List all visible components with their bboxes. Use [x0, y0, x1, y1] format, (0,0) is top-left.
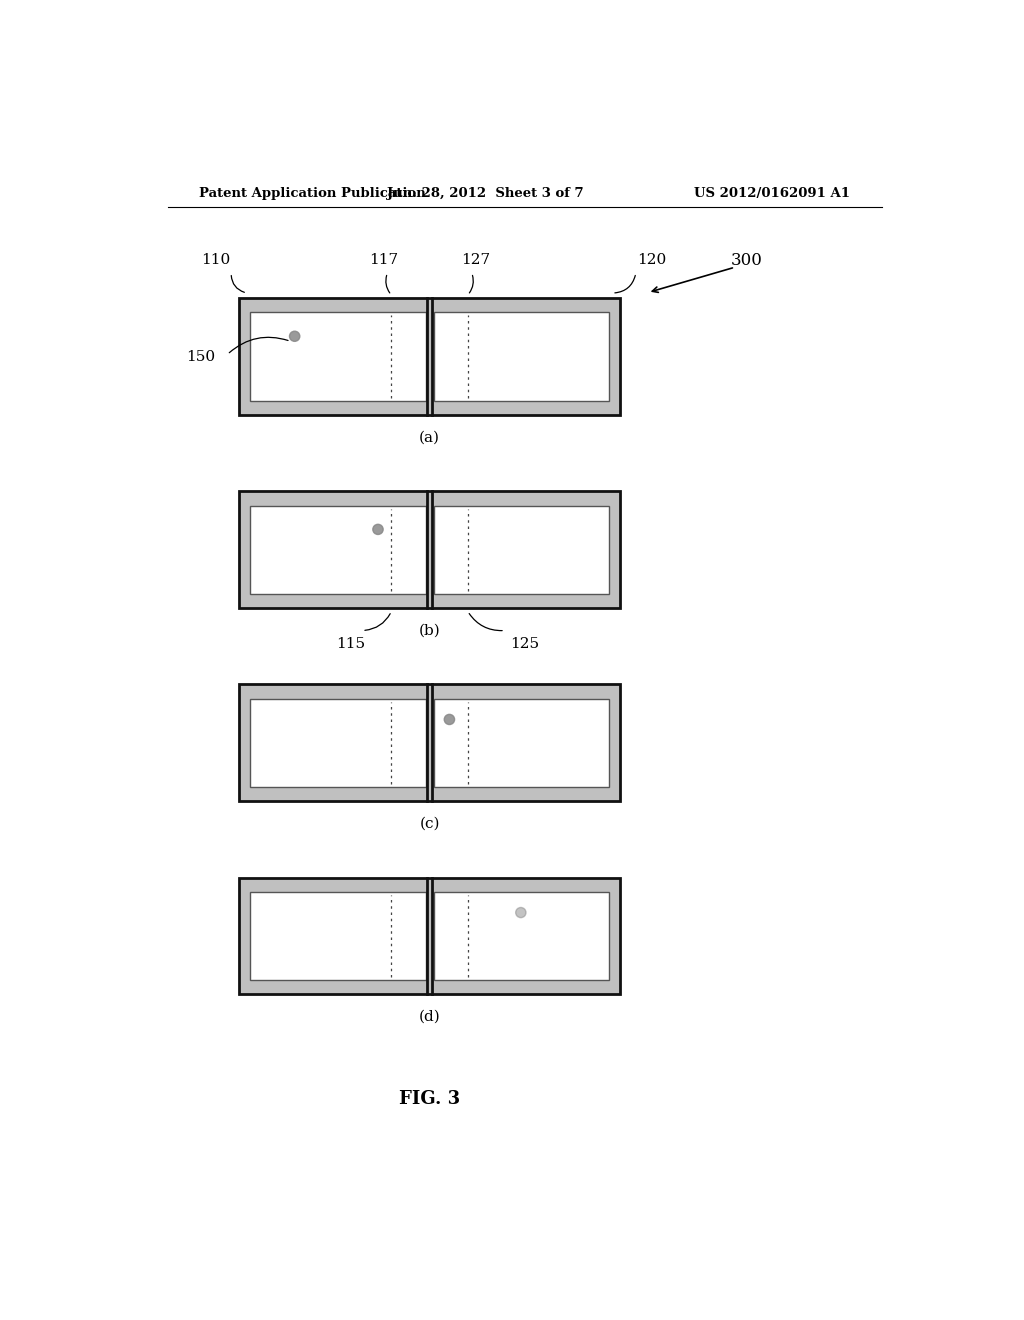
Bar [250, 506, 426, 594]
Text: 115: 115 [336, 636, 365, 651]
Bar [240, 298, 621, 414]
Ellipse shape [290, 331, 300, 342]
Bar [433, 698, 609, 787]
Bar [433, 506, 609, 594]
Ellipse shape [444, 714, 455, 725]
Bar [240, 878, 621, 994]
Text: (c): (c) [419, 817, 440, 830]
Text: 110: 110 [201, 252, 230, 267]
Bar [433, 892, 609, 981]
Ellipse shape [516, 907, 526, 917]
Text: (b): (b) [419, 623, 440, 638]
Text: 117: 117 [369, 252, 398, 267]
Bar [250, 698, 426, 787]
Text: (a): (a) [419, 430, 440, 445]
Text: FIG. 3: FIG. 3 [399, 1089, 460, 1107]
Text: 300: 300 [731, 252, 763, 268]
Text: 120: 120 [637, 252, 667, 267]
Bar [250, 892, 426, 981]
Text: Jun. 28, 2012  Sheet 3 of 7: Jun. 28, 2012 Sheet 3 of 7 [387, 187, 584, 201]
Text: 150: 150 [186, 350, 215, 363]
Bar [250, 313, 426, 401]
Bar [240, 491, 621, 609]
Text: Patent Application Publication: Patent Application Publication [200, 187, 426, 201]
Text: US 2012/0162091 A1: US 2012/0162091 A1 [694, 187, 850, 201]
Text: (d): (d) [419, 1010, 440, 1024]
Bar [240, 684, 621, 801]
Ellipse shape [373, 524, 383, 535]
Bar [433, 313, 609, 401]
Text: 127: 127 [461, 252, 490, 267]
Text: 125: 125 [510, 636, 540, 651]
